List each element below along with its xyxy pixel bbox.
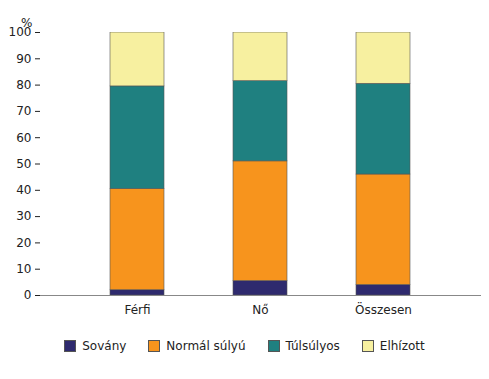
svg-text:70: 70 [16, 104, 31, 118]
svg-text:Nő: Nő [252, 303, 268, 317]
svg-text:80: 80 [16, 78, 31, 92]
svg-text:100: 100 [9, 25, 32, 39]
svg-text:Összesen: Összesen [355, 301, 412, 317]
html-text:Elhízott: Elhízott [379, 339, 425, 353]
svg-text:0: 0 [24, 288, 32, 302]
svg-text:20: 20 [16, 236, 31, 250]
html-text:Túlsúlyos: Túlsúlyos [285, 339, 340, 353]
svg-text:10: 10 [16, 262, 31, 276]
svg-text:60: 60 [16, 131, 31, 145]
html-text:Normál súlyú: Normál súlyú [166, 339, 246, 353]
svg-text:Férfi: Férfi [124, 303, 150, 317]
html-text:Sovány: Sovány [82, 339, 127, 353]
svg-text:40: 40 [16, 183, 31, 197]
svg-text:90: 90 [16, 52, 31, 66]
svg-text:50: 50 [16, 157, 31, 171]
svg-text:30: 30 [16, 209, 31, 223]
